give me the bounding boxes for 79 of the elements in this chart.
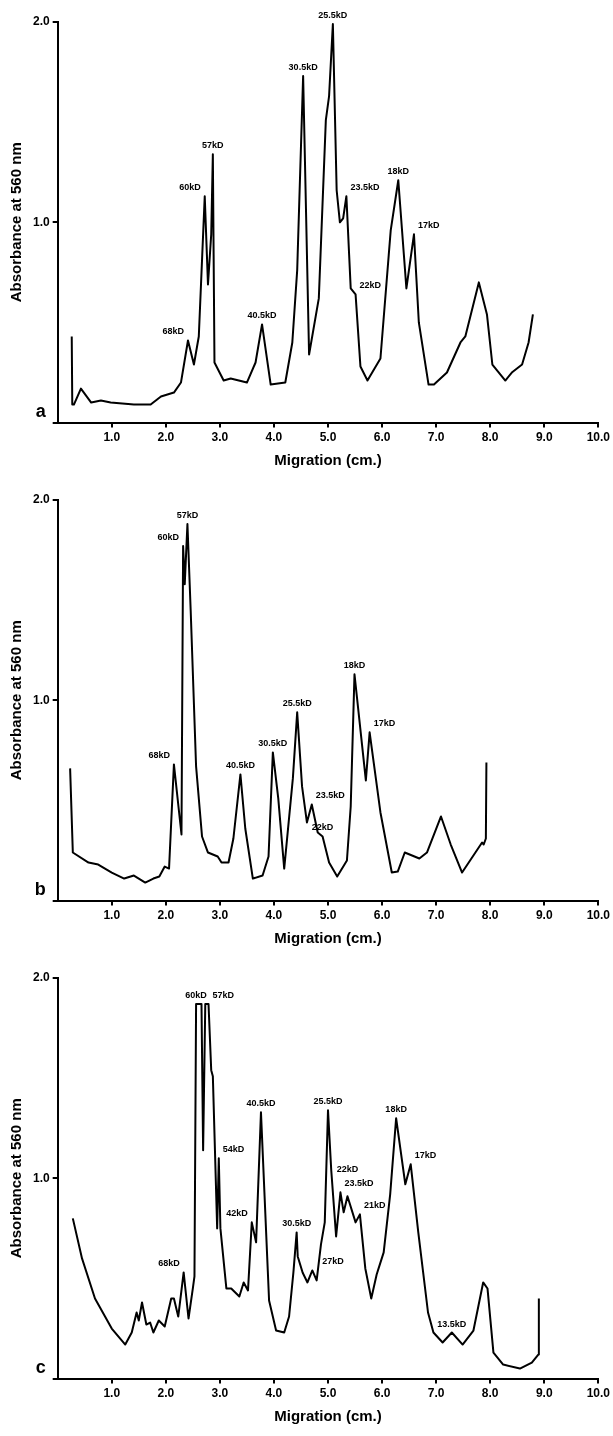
annotation: 22kD	[336, 1164, 359, 1175]
x-tick-label: 7.0	[427, 1386, 445, 1401]
y-tick-label: 2.0	[32, 492, 50, 507]
x-tick-label: 8.0	[481, 908, 499, 923]
annotation: 60kD	[185, 990, 208, 1001]
x-tick-label: 10.0	[586, 908, 611, 923]
y-tick-label: 1.0	[32, 214, 50, 229]
x-tick-label: 7.0	[427, 908, 445, 923]
annotation: 27kD	[322, 1256, 345, 1267]
annotation: 30.5kD	[282, 1218, 312, 1229]
x-tick-label: 5.0	[319, 430, 337, 445]
annotation: 25.5kD	[282, 698, 313, 709]
annotation: 68kD	[158, 1258, 181, 1269]
annotation: 57kD	[212, 990, 235, 1001]
x-tick-label: 5.0	[319, 908, 337, 923]
annotation: 23.5kD	[344, 1178, 374, 1189]
annotation: 57kD	[176, 510, 199, 521]
y-axis-title: Absorbance at 560 nm	[7, 1098, 25, 1259]
annotation: 25.5kD	[313, 1096, 344, 1107]
annotation: 57kD	[202, 140, 225, 151]
y-tick-label: 1.0	[32, 1170, 50, 1185]
y-tick-label: 2.0	[32, 14, 50, 29]
x-tick-label: 10.0	[586, 430, 611, 445]
x-tick-label: 3.0	[211, 1386, 229, 1401]
annotation: 40.5kD	[246, 1098, 276, 1109]
x-tick-label: 1.0	[103, 1386, 121, 1401]
annotation: 13.5kD	[437, 1318, 467, 1329]
annotation: 21kD	[363, 1200, 386, 1211]
annotation: 60kD	[157, 532, 180, 543]
annotation: 68kD	[148, 750, 171, 761]
x-axis-title: Migration (cm.)	[274, 929, 382, 947]
x-tick-label: 1.0	[103, 430, 121, 445]
x-tick-label: 6.0	[373, 908, 391, 923]
annotation: 30.5kD	[258, 738, 288, 749]
annotation: 18kD	[385, 1104, 408, 1115]
y-axis-title: Absorbance at 560 nm	[7, 620, 25, 781]
y-axis-title: Absorbance at 560 nm	[7, 142, 25, 303]
annotation: 60kD	[179, 182, 202, 193]
y-tick-label: 1.0	[32, 692, 50, 707]
annotation: 17kD	[417, 220, 440, 231]
x-tick-label: 9.0	[535, 1386, 553, 1401]
text: b	[34, 878, 46, 899]
x-tick-label: 4.0	[265, 908, 283, 923]
annotation: 18kD	[343, 660, 366, 671]
annotation: 30.5kD	[288, 62, 319, 73]
x-tick-label: 3.0	[211, 908, 229, 923]
y-tick-label: 2.0	[32, 970, 50, 985]
annotation: 23.5kD	[350, 182, 380, 193]
text: a	[35, 400, 47, 421]
annotation: 40.5kD	[247, 310, 278, 321]
x-axis-title: Migration (cm.)	[274, 1407, 382, 1425]
x-tick-label: 3.0	[211, 430, 229, 445]
annotation: 42kD	[226, 1208, 249, 1219]
x-tick-label: 4.0	[265, 430, 283, 445]
annotation: 68kD	[162, 326, 185, 337]
x-tick-label: 8.0	[481, 1386, 499, 1401]
annotation: 40.5kD	[225, 760, 256, 771]
annotation: 23.5kD	[315, 790, 346, 801]
annotation: 18kD	[387, 166, 410, 177]
x-tick-label: 8.0	[481, 430, 499, 445]
x-tick-label: 2.0	[157, 1386, 175, 1401]
x-tick-label: 1.0	[103, 908, 121, 923]
annotation: 22kD	[359, 280, 382, 291]
x-tick-label: 2.0	[157, 908, 175, 923]
x-tick-label: 10.0	[586, 1386, 611, 1401]
text: c	[35, 1356, 46, 1377]
annotation: 17kD	[414, 1150, 437, 1161]
x-axis-title: Migration (cm.)	[274, 451, 382, 469]
x-tick-label: 9.0	[535, 430, 553, 445]
x-tick-label: 9.0	[535, 908, 553, 923]
x-tick-label: 5.0	[319, 1386, 337, 1401]
annotation: 54kD	[222, 1144, 245, 1155]
x-tick-label: 4.0	[265, 1386, 283, 1401]
annotation: 25.5kD	[318, 9, 348, 20]
x-tick-label: 7.0	[427, 430, 445, 445]
x-tick-label: 6.0	[373, 1386, 391, 1401]
x-tick-label: 2.0	[157, 430, 175, 445]
x-tick-label: 6.0	[373, 430, 391, 445]
annotation: 17kD	[373, 718, 396, 729]
